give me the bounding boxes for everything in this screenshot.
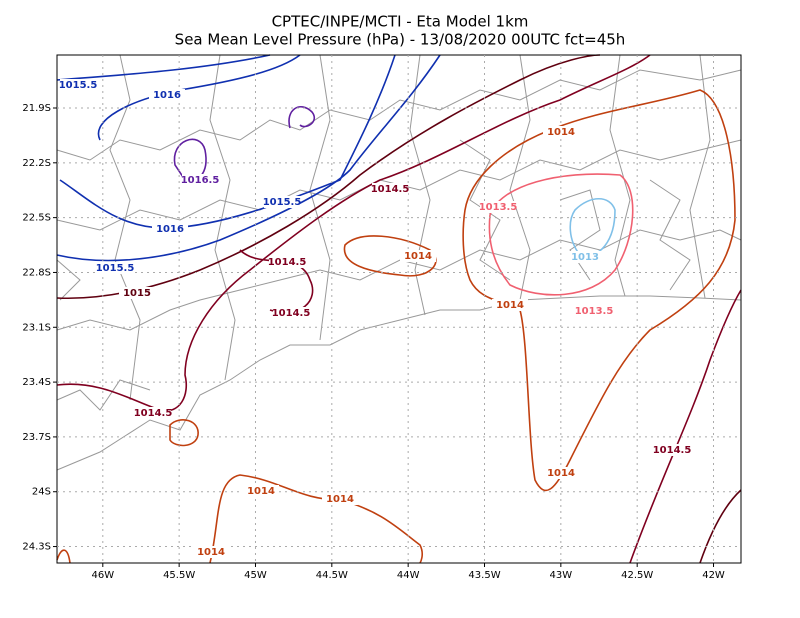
contour-label-bg [182,174,218,186]
contour-label-bg [152,223,188,235]
contour-label-bg [322,493,358,505]
map-frame [56,54,742,564]
contour-label-bg [576,305,612,317]
x-tick-label: 42W [702,570,725,581]
contour-label-bg [480,201,516,213]
y-tick-label: 24S [32,487,51,498]
contour-label-bg [269,256,305,268]
contour-label: 1014.5 [371,184,410,195]
y-tick-label: 22.2S [22,158,51,169]
contour-label-bg [543,126,579,138]
contour-label-bg [97,262,133,274]
contour-label: 1014 [547,468,575,479]
contour-label: 1013.5 [575,306,614,317]
contour-label-bg [119,287,155,299]
contour-label: 1016 [153,90,181,101]
contour-label: 1014 [496,300,524,311]
contour-label: 1014.5 [653,445,692,456]
y-tick-label: 23.4S [22,377,51,388]
contour-label: 1015.5 [59,80,98,91]
contour-label: 1013.5 [479,202,518,213]
contour-label-bg [273,307,309,319]
x-tick-label: 44.5W [316,570,348,581]
contour-label-bg [543,467,579,479]
contour-label: 1014 [547,127,575,138]
x-tick-label: 43.5W [468,570,500,581]
contour-label-bg [654,444,690,456]
x-tick-label: 42.5W [621,570,653,581]
contour-label: 1014.5 [134,408,173,419]
x-tick-label: 45W [244,570,267,581]
contour-label: 1014.5 [272,308,311,319]
subtitle: Sea Mean Level Pressure (hPa) - 13/08/20… [175,31,626,49]
contour-label: 1015.5 [96,263,135,274]
y-tick-label: 23.7S [22,432,51,443]
contour-label: 1014 [404,251,432,262]
contour-label: 1016 [156,224,184,235]
contour-label: 1013 [571,252,599,263]
contour-label: 1016.5 [181,175,220,186]
contour-label-bg [149,89,185,101]
contour-label-bg [400,250,436,262]
x-tick-label: 44W [397,570,420,581]
contour-label-bg [193,546,229,558]
contour-label-bg [243,485,279,497]
contour-label-bg [135,407,171,419]
contour-label-bg [492,299,528,311]
contour-label: 1014 [197,547,225,558]
y-tick-label: 23.1S [22,322,51,333]
x-tick-label: 45.5W [163,570,195,581]
y-tick-label: 21.9S [22,103,51,114]
contour-label: 1014 [326,494,354,505]
contour-label: 1014.5 [268,257,307,268]
y-tick-label: 24.3S [22,542,51,553]
title: CPTEC/INPE/MCTI - Eta Model 1km [272,13,529,31]
contour-label-bg [372,183,408,195]
y-tick-label: 22.5S [22,213,51,224]
contour-label-bg [264,196,300,208]
contour-label-bg [60,79,96,91]
x-tick-label: 43W [550,570,573,581]
contour-label: 1015.5 [263,197,302,208]
contour-label: 1015 [123,288,151,299]
contour-label: 1014 [247,486,275,497]
contour-label-bg [567,251,603,263]
x-tick-label: 46W [91,570,114,581]
pressure-contours [56,54,742,564]
y-tick-label: 22.8S [22,267,51,278]
